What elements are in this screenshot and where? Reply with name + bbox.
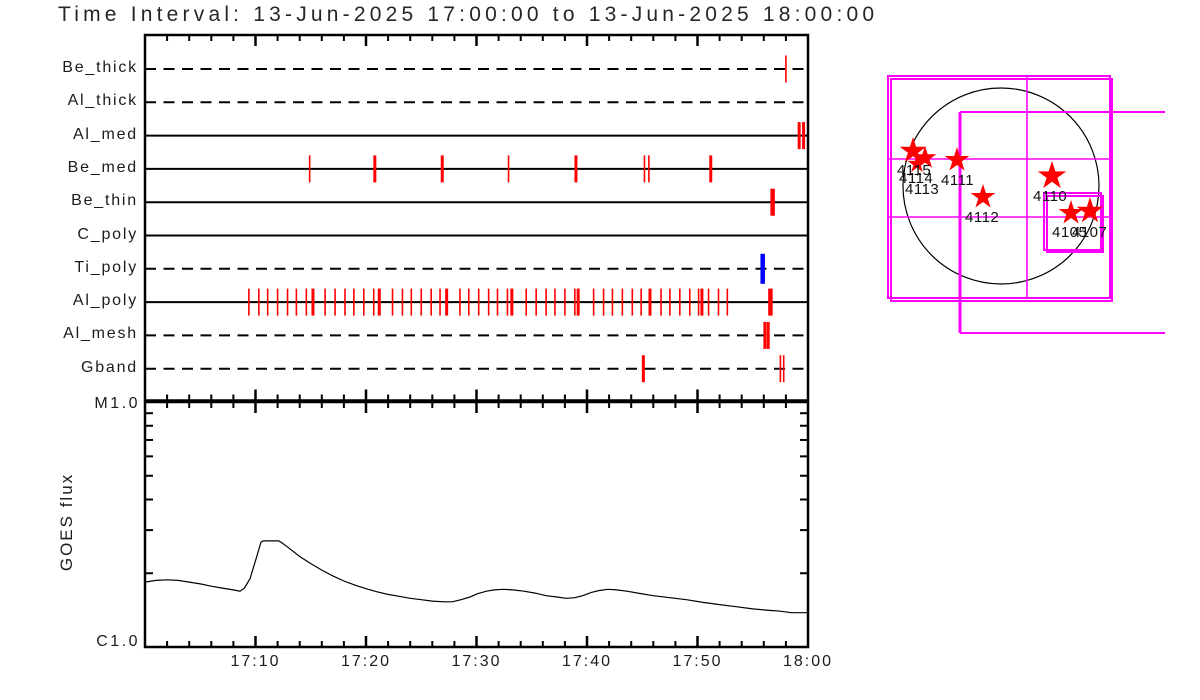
filter-label-al_poly: Al_poly <box>72 292 138 310</box>
flare-star-4111 <box>944 147 970 171</box>
fov-box <box>890 78 1113 302</box>
timeline-panel <box>143 33 810 402</box>
goes-y-top-label: M1.0 <box>94 395 140 412</box>
exposure-marks <box>248 55 806 383</box>
goes-axis-title: GOES flux <box>57 472 76 572</box>
flare-star-4105 <box>1058 200 1084 224</box>
flare-star-4110 <box>1037 161 1067 189</box>
active-region-label-4114: 4114 <box>899 170 934 187</box>
x-tick-label-17:40: 17:40 <box>561 653 613 670</box>
goes-y-bottom-label: C1.0 <box>96 633 140 650</box>
x-tick-label-17:30: 17:30 <box>451 653 502 670</box>
flare-star-4112 <box>970 184 996 208</box>
fov-box <box>887 75 1111 299</box>
x-tick-label-18:00: 18:00 <box>782 653 834 670</box>
filter-label-gband: Gband <box>80 358 138 376</box>
filter-label-al_thick: Al_thick <box>67 92 138 110</box>
filter-label-al_med: Al_med <box>72 125 138 143</box>
filter-label-ti_poly: Ti_poly <box>74 258 138 276</box>
solar-map-panel <box>887 75 1165 334</box>
flare-star-4107 <box>1076 197 1104 223</box>
filter-label-be_med: Be_med <box>67 158 138 176</box>
active-region-label-4107: 4107 <box>1072 224 1108 241</box>
filter-label-be_thick: Be_thick <box>62 59 138 76</box>
active-region-label-4115: 4115 <box>897 162 932 179</box>
goes-panel <box>143 400 810 649</box>
x-tick-label-17:20: 17:20 <box>340 653 392 670</box>
flare-star-4115 <box>899 137 927 163</box>
goes-flux-curve <box>144 540 808 614</box>
solar-limb-circle <box>902 87 1100 285</box>
filter-label-c_poly: C_poly <box>77 225 138 243</box>
x-tick-label-17:10: 17:10 <box>230 653 281 670</box>
active-region-label-4111: 4111 <box>941 172 975 189</box>
active-region-label-4113: 4113 <box>905 181 940 198</box>
active-region-label-4112: 4112 <box>965 209 1000 226</box>
x-tick-label-17:50: 17:50 <box>672 653 723 670</box>
time-axis-ticks <box>166 35 787 647</box>
filter-label-al_mesh: Al_mesh <box>63 325 138 343</box>
active-region-label-4110: 4110 <box>1033 188 1068 205</box>
page-title: Time Interval: 13-Jun-2025 17:00:00 to 1… <box>58 3 879 26</box>
filter-label-be_thin: Be_thin <box>71 192 138 210</box>
fov-box <box>1046 195 1104 253</box>
flare-star-4113 <box>907 154 927 173</box>
fov-box <box>1043 192 1102 251</box>
active-region-label-4105: 4105 <box>1052 224 1088 241</box>
flare-star-4114 <box>913 146 937 168</box>
